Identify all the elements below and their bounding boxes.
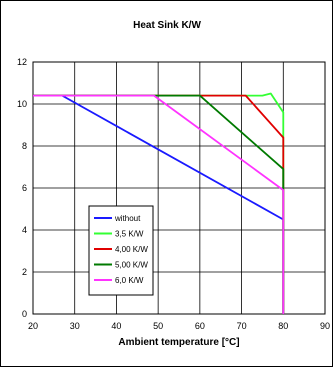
x-axis-label: Ambient temperature [°C] <box>118 337 239 348</box>
x-tick-label: 20 <box>28 321 38 331</box>
x-tick-label: 90 <box>320 321 330 331</box>
series-line-6-0-k-w <box>33 94 285 314</box>
x-tick-label: 70 <box>237 321 247 331</box>
y-tick-label: 12 <box>17 57 27 67</box>
x-tick-label: 40 <box>111 321 121 331</box>
legend-label: 6,0 K/W <box>115 276 144 285</box>
y-tick-label: 2 <box>22 267 27 277</box>
x-tick-label: 80 <box>278 321 288 331</box>
y-tick-label: 8 <box>22 141 27 151</box>
x-tick-labels: 20 30 40 50 60 70 80 90 <box>28 321 330 331</box>
y-tick-label: 4 <box>22 225 27 235</box>
y-tick-label: 0 <box>22 309 27 319</box>
legend-label: 3,5 K/W <box>115 230 144 239</box>
series-lines <box>33 92 285 314</box>
x-tick-label: 50 <box>153 321 163 331</box>
legend: without 3,5 K/W 4,00 K/W 5,00 K/W 6,0 K/W <box>88 205 154 296</box>
y-tick-label: 10 <box>17 99 27 109</box>
legend-label: without <box>114 214 141 223</box>
chart-title: Heat Sink K/W <box>133 20 201 31</box>
y-tick-label: 6 <box>22 183 27 193</box>
y-tick-labels: 0 2 4 6 8 10 12 <box>17 57 27 319</box>
legend-label: 5,00 K/W <box>115 261 148 270</box>
x-tick-label: 30 <box>70 321 80 331</box>
legend-label: 4,00 K/W <box>115 245 148 254</box>
x-tick-label: 60 <box>195 321 205 331</box>
